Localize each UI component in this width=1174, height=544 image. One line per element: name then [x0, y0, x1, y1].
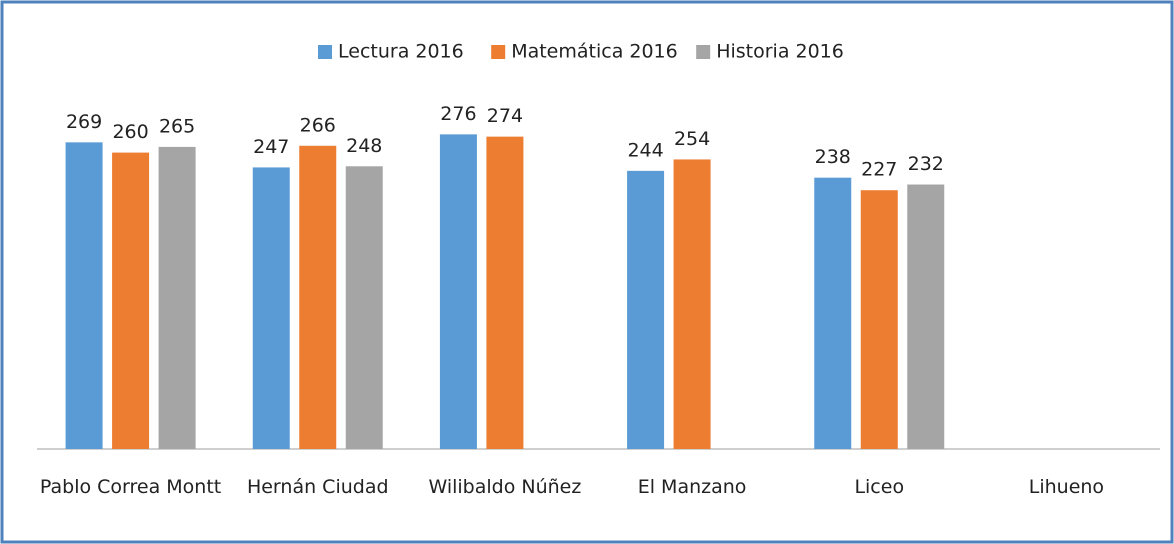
bar: [673, 159, 711, 449]
bar: [439, 134, 477, 450]
bar: [112, 152, 150, 449]
bar: [252, 167, 290, 450]
x-tick-label: Hernán Ciudad: [246, 476, 389, 498]
legend-swatch: [318, 45, 332, 59]
data-label: 265: [159, 115, 195, 137]
x-tick-label: El Manzano: [637, 476, 747, 498]
bar: [299, 145, 337, 449]
data-label: 238: [815, 146, 851, 168]
data-label: 227: [861, 159, 897, 181]
data-label: 266: [300, 114, 336, 136]
legend-label: Lectura 2016: [338, 41, 464, 63]
x-tick-label: Wilibaldo Núñez: [428, 476, 582, 498]
bar: [486, 136, 524, 449]
data-label: 244: [627, 139, 663, 161]
data-label: 260: [112, 121, 148, 143]
bar: [907, 184, 945, 449]
x-tick-label: Liceo: [854, 476, 905, 498]
bar: [860, 190, 898, 449]
bar: [345, 166, 383, 449]
x-tick-label: Pablo Correa Montt: [39, 476, 222, 498]
bar: [627, 170, 665, 449]
data-label: 274: [487, 105, 523, 127]
legend-swatch: [696, 45, 711, 59]
data-label: 247: [253, 136, 289, 158]
legend-label: Matemática 2016: [511, 41, 678, 63]
x-tick-label: Lihueno: [1028, 476, 1105, 498]
legend-label: Historia 2016: [716, 41, 844, 63]
data-label: 232: [908, 153, 944, 175]
bar: [814, 177, 852, 449]
data-label: 276: [440, 103, 476, 125]
bar: [158, 146, 196, 449]
bar: [65, 142, 103, 449]
legend-swatch: [491, 45, 506, 59]
data-label: 269: [66, 111, 102, 133]
data-label: 248: [346, 135, 382, 157]
data-label: 254: [674, 128, 710, 150]
